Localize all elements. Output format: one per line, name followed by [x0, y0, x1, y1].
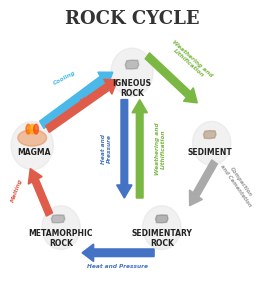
- Text: Heat and Pressure: Heat and Pressure: [87, 265, 148, 269]
- FancyArrow shape: [82, 244, 154, 262]
- Circle shape: [143, 206, 181, 249]
- FancyArrow shape: [117, 99, 132, 198]
- FancyArrow shape: [145, 53, 197, 103]
- Polygon shape: [125, 60, 139, 69]
- Text: Heat and
Pressure: Heat and Pressure: [101, 134, 112, 164]
- Polygon shape: [204, 131, 216, 138]
- Text: Weathering and
Lithification: Weathering and Lithification: [155, 122, 166, 175]
- Circle shape: [42, 206, 80, 249]
- Text: ROCK CYCLE: ROCK CYCLE: [65, 10, 200, 29]
- Text: Melting: Melting: [80, 88, 104, 104]
- Polygon shape: [51, 215, 65, 223]
- Text: Compaction
and Cementation: Compaction and Cementation: [220, 160, 258, 208]
- FancyArrow shape: [46, 79, 118, 132]
- Text: METAMORPHIC
ROCK: METAMORPHIC ROCK: [29, 229, 93, 248]
- FancyArrow shape: [40, 72, 113, 128]
- Text: MAGMA: MAGMA: [17, 148, 51, 157]
- Text: IGNEOUS
ROCK: IGNEOUS ROCK: [113, 79, 152, 98]
- FancyArrow shape: [189, 160, 217, 206]
- Circle shape: [11, 121, 53, 170]
- Polygon shape: [156, 215, 168, 223]
- Circle shape: [192, 121, 231, 165]
- Ellipse shape: [26, 124, 31, 134]
- Text: Melting: Melting: [10, 178, 23, 203]
- FancyArrow shape: [28, 168, 52, 216]
- Ellipse shape: [30, 124, 34, 134]
- Text: Weathering and
Lithification: Weathering and Lithification: [167, 40, 214, 83]
- Text: SEDIMENT: SEDIMENT: [187, 148, 232, 157]
- Ellipse shape: [34, 124, 38, 134]
- FancyArrow shape: [132, 99, 147, 198]
- Text: SEDIMENTARY
ROCK: SEDIMENTARY ROCK: [131, 229, 192, 248]
- Text: Cooling: Cooling: [53, 70, 77, 86]
- Ellipse shape: [18, 130, 47, 146]
- Circle shape: [111, 48, 153, 96]
